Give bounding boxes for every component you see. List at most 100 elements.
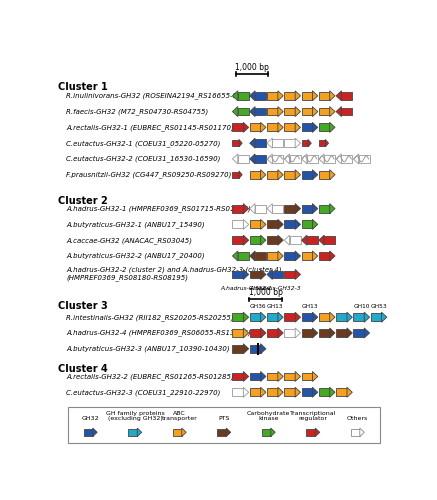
Polygon shape	[312, 122, 318, 132]
Polygon shape	[278, 220, 283, 230]
Bar	[262, 429, 271, 436]
Bar	[284, 108, 295, 116]
Text: GH10: GH10	[353, 304, 370, 310]
Bar	[302, 314, 312, 321]
Bar	[267, 92, 278, 100]
Polygon shape	[295, 91, 301, 101]
Bar	[371, 314, 382, 321]
Polygon shape	[137, 428, 142, 436]
Bar	[302, 124, 312, 132]
Polygon shape	[267, 138, 272, 148]
Bar	[307, 155, 318, 163]
Text: Cluster 2: Cluster 2	[58, 196, 108, 206]
Polygon shape	[243, 312, 249, 322]
Bar	[250, 372, 260, 380]
Bar	[217, 429, 226, 436]
Polygon shape	[260, 170, 266, 179]
Polygon shape	[239, 140, 242, 147]
Text: GH53: GH53	[371, 304, 387, 310]
Text: GH family proteins: GH family proteins	[106, 411, 164, 416]
Polygon shape	[329, 170, 335, 179]
Bar	[319, 388, 329, 396]
Bar	[232, 388, 243, 396]
Polygon shape	[302, 154, 307, 164]
Polygon shape	[295, 312, 301, 322]
Bar	[250, 124, 260, 132]
Text: PTS: PTS	[218, 416, 230, 420]
Text: A.hadrus-GH32-3: A.hadrus-GH32-3	[250, 286, 302, 290]
Bar	[290, 155, 301, 163]
Polygon shape	[329, 122, 335, 132]
Text: GH13: GH13	[302, 304, 318, 310]
Text: A.butyraticus-GH32-1 (ANBU17_15490): A.butyraticus-GH32-1 (ANBU17_15490)	[66, 221, 205, 228]
Bar	[302, 171, 312, 178]
Bar	[238, 92, 249, 100]
Text: Others: Others	[347, 416, 368, 420]
Text: Cluster 4: Cluster 4	[58, 364, 108, 374]
Polygon shape	[319, 235, 324, 245]
Bar	[307, 236, 318, 244]
Polygon shape	[271, 428, 275, 436]
Text: 1,000 bp: 1,000 bp	[235, 62, 269, 72]
Polygon shape	[250, 204, 255, 214]
Polygon shape	[278, 106, 283, 117]
Bar	[267, 329, 278, 337]
Polygon shape	[250, 91, 255, 101]
Bar	[319, 124, 329, 132]
Polygon shape	[295, 106, 301, 117]
Bar	[302, 372, 312, 380]
Polygon shape	[364, 328, 370, 338]
Polygon shape	[295, 204, 301, 214]
Polygon shape	[336, 154, 341, 164]
Polygon shape	[308, 140, 311, 147]
Bar	[232, 314, 243, 321]
Polygon shape	[232, 91, 238, 101]
Bar	[232, 329, 243, 337]
Polygon shape	[243, 372, 249, 382]
Polygon shape	[260, 372, 266, 382]
Polygon shape	[243, 122, 249, 132]
Bar	[232, 172, 239, 178]
Bar	[284, 329, 295, 337]
Bar	[284, 388, 295, 396]
Text: regulator: regulator	[298, 416, 327, 420]
Text: A.hadrus-GH32-1 (HMPREF0369_RS01715-RS01745): A.hadrus-GH32-1 (HMPREF0369_RS01715-RS01…	[66, 205, 251, 212]
Text: Carbohydrate: Carbohydrate	[247, 411, 290, 416]
Bar	[128, 429, 137, 436]
Polygon shape	[278, 372, 283, 382]
Bar	[267, 314, 278, 321]
Polygon shape	[347, 387, 352, 398]
Bar	[302, 204, 312, 212]
Polygon shape	[278, 122, 283, 132]
Text: R.inulinivorans-GH32 (ROSEINA2194_RS16655-RS16680): R.inulinivorans-GH32 (ROSEINA2194_RS1665…	[66, 92, 268, 99]
Bar	[354, 329, 364, 337]
Polygon shape	[260, 387, 266, 398]
Bar	[284, 220, 295, 228]
Bar	[232, 236, 243, 244]
Text: Cluster 1: Cluster 1	[58, 82, 108, 92]
Text: (excluding GH32): (excluding GH32)	[108, 416, 162, 420]
Polygon shape	[93, 428, 97, 436]
Polygon shape	[382, 312, 387, 322]
Bar	[272, 155, 283, 163]
Polygon shape	[347, 328, 352, 338]
Polygon shape	[278, 312, 283, 322]
Bar	[319, 92, 329, 100]
Polygon shape	[312, 170, 318, 179]
Polygon shape	[267, 154, 272, 164]
Bar	[267, 220, 278, 228]
Bar	[250, 236, 260, 244]
Bar	[83, 429, 93, 436]
Polygon shape	[354, 154, 359, 164]
Polygon shape	[312, 328, 318, 338]
Polygon shape	[319, 154, 324, 164]
Polygon shape	[336, 106, 341, 117]
Polygon shape	[232, 154, 238, 164]
Bar	[306, 429, 315, 436]
Bar	[250, 171, 260, 178]
Polygon shape	[347, 312, 352, 322]
Polygon shape	[182, 428, 186, 436]
Polygon shape	[260, 328, 266, 338]
Bar	[324, 155, 335, 163]
Bar	[302, 220, 312, 228]
